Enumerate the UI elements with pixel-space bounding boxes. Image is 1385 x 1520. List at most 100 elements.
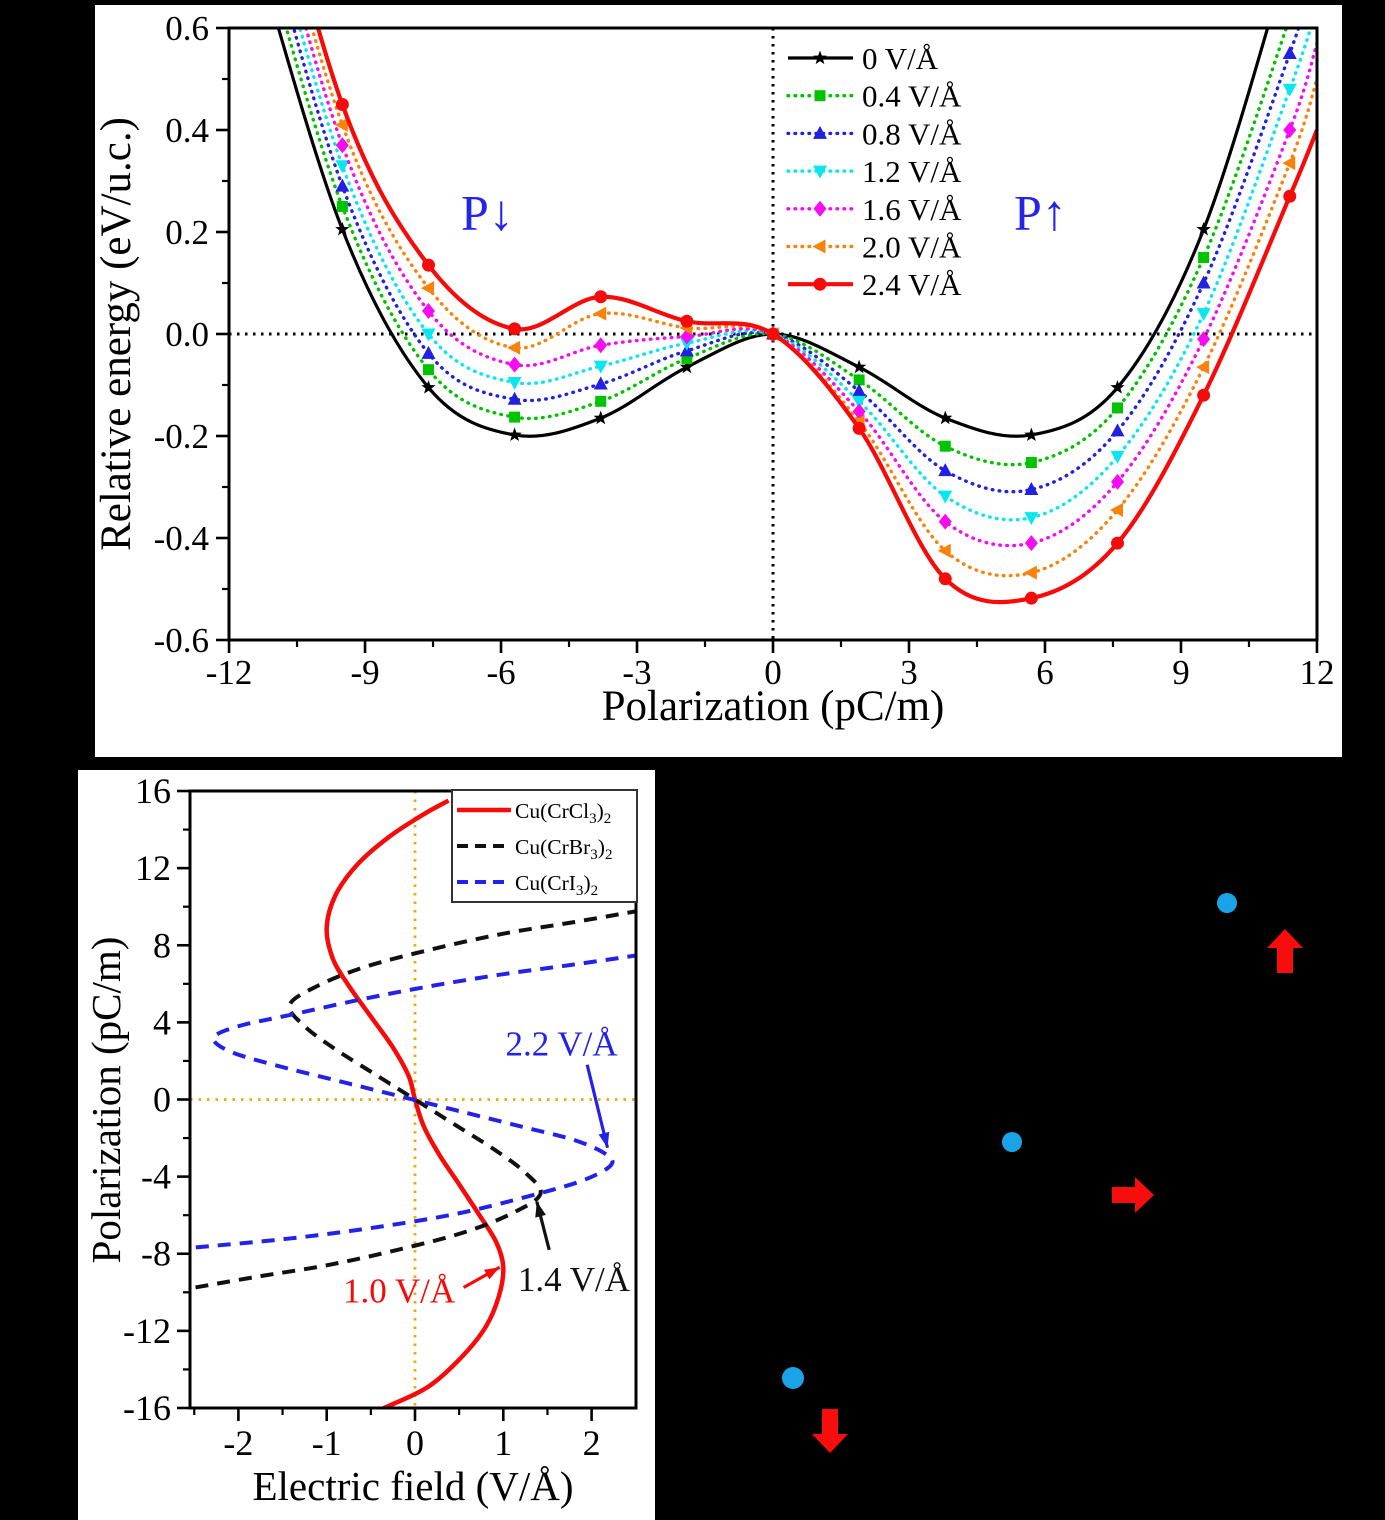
top-chart-xlabel: Polarization (pC/m) <box>602 683 945 730</box>
series-marker <box>1110 423 1125 437</box>
series-marker <box>853 374 865 386</box>
series-marker <box>1112 402 1124 414</box>
top-chart-ylabel: Relative energy (eV/u.c.) <box>93 117 140 551</box>
legend-label: 1.6 V/Å <box>862 192 962 227</box>
cu-atom-dot <box>1217 893 1237 913</box>
legend-label: Cu(CrI3​)2​ <box>515 871 598 899</box>
x-tick-label: -12 <box>206 653 253 692</box>
series-marker <box>1197 331 1211 348</box>
series-marker <box>594 337 608 354</box>
legend-label: 1.2 V/Å <box>862 154 962 189</box>
x-tick-label: 2 <box>583 1423 601 1463</box>
series-marker <box>335 98 349 111</box>
series-marker <box>507 340 521 355</box>
series-marker <box>595 395 607 407</box>
polarization-down-arrow <box>812 1409 848 1453</box>
series-marker <box>1282 83 1297 97</box>
y-tick-label: 0.0 <box>165 315 209 354</box>
series-marker <box>1110 450 1125 464</box>
series-marker <box>593 410 608 425</box>
series-marker <box>1111 473 1125 490</box>
y-tick-label: -16 <box>123 1388 171 1428</box>
structure-panel <box>782 893 1303 1453</box>
series-marker <box>679 359 694 374</box>
y-tick-label: 4 <box>153 1002 171 1042</box>
series-marker <box>852 395 867 409</box>
series-marker <box>509 411 521 423</box>
series-marker <box>939 440 951 452</box>
top-panel <box>95 5 1342 757</box>
series-marker <box>766 327 780 341</box>
series-marker <box>593 376 608 390</box>
y-tick-label: -12 <box>123 1311 171 1351</box>
series-marker <box>421 328 436 342</box>
y-tick-label: 16 <box>135 771 171 811</box>
series-marker <box>1197 388 1211 402</box>
p-up-label: P↑ <box>1014 185 1067 241</box>
series-marker <box>812 50 828 65</box>
series-line-4 <box>304 28 1317 548</box>
series-marker <box>852 421 866 435</box>
x-tick-label: 3 <box>900 653 918 692</box>
series-marker <box>813 165 827 179</box>
series-marker <box>680 314 694 328</box>
bottom-series <box>190 798 636 1408</box>
series-marker <box>852 383 867 397</box>
series-marker <box>938 513 952 530</box>
series-marker <box>1196 221 1211 236</box>
series-marker <box>1024 591 1038 605</box>
series-marker <box>938 572 952 586</box>
series-marker <box>1282 156 1296 171</box>
x-tick-label: -6 <box>486 653 515 692</box>
cu-atom-dot <box>782 1367 804 1389</box>
polarization-right-arrow <box>1112 1177 1154 1213</box>
x-tick-label: -3 <box>622 653 651 692</box>
series-marker <box>1196 360 1210 375</box>
y-tick-label: 8 <box>153 925 171 965</box>
series-marker <box>813 125 827 139</box>
y-tick-label: 0.2 <box>165 213 209 252</box>
series-marker <box>421 380 436 394</box>
y-tick-label: 0.4 <box>165 111 209 150</box>
series-marker <box>1023 565 1037 580</box>
annotation-arrowhead <box>483 1267 500 1280</box>
polarization-up-arrow <box>1267 929 1303 973</box>
series-marker <box>335 221 350 236</box>
legend-label: 2.4 V/Å <box>862 267 962 302</box>
legend-label: 0.8 V/Å <box>862 116 962 151</box>
x-tick-label: -2 <box>223 1423 253 1463</box>
series-marker <box>814 90 826 102</box>
series-marker <box>852 359 867 374</box>
x-tick-label: -9 <box>350 653 379 692</box>
legend-label: 0 V/Å <box>862 41 939 76</box>
series-marker <box>1024 482 1039 496</box>
series-marker <box>813 200 827 217</box>
y-tick-label: -4 <box>141 1157 171 1197</box>
series-marker <box>421 258 435 272</box>
y-tick-label: -0.6 <box>154 621 209 660</box>
series-marker <box>507 376 522 390</box>
annotation-text: 1.4 V/Å <box>518 1260 631 1299</box>
series-marker <box>507 427 522 441</box>
series-marker <box>593 360 608 374</box>
series-marker <box>938 490 953 504</box>
legend-label: 0.4 V/Å <box>862 79 962 114</box>
bottom-chart: -2-10121612840-4-8-12-16Cu(CrCl3​)2​Cu(C… <box>123 771 638 1463</box>
series-marker <box>1198 252 1210 263</box>
y-tick-label: 0.6 <box>165 9 209 48</box>
series-marker <box>1196 275 1211 289</box>
series-marker <box>1283 122 1297 138</box>
series-marker <box>852 403 866 420</box>
cu-atom-dot <box>1002 1132 1022 1152</box>
bottom-chart-xlabel: Electric field (V/Å) <box>252 1463 573 1509</box>
series-marker <box>508 322 522 336</box>
y-tick-label: -0.4 <box>154 519 209 558</box>
x-tick-label: 6 <box>1036 653 1054 692</box>
y-tick-label: -8 <box>141 1234 171 1274</box>
annotation-arrowhead <box>535 1201 546 1218</box>
series-marker <box>1283 189 1297 203</box>
series-marker <box>937 543 951 558</box>
series-marker <box>335 160 350 174</box>
